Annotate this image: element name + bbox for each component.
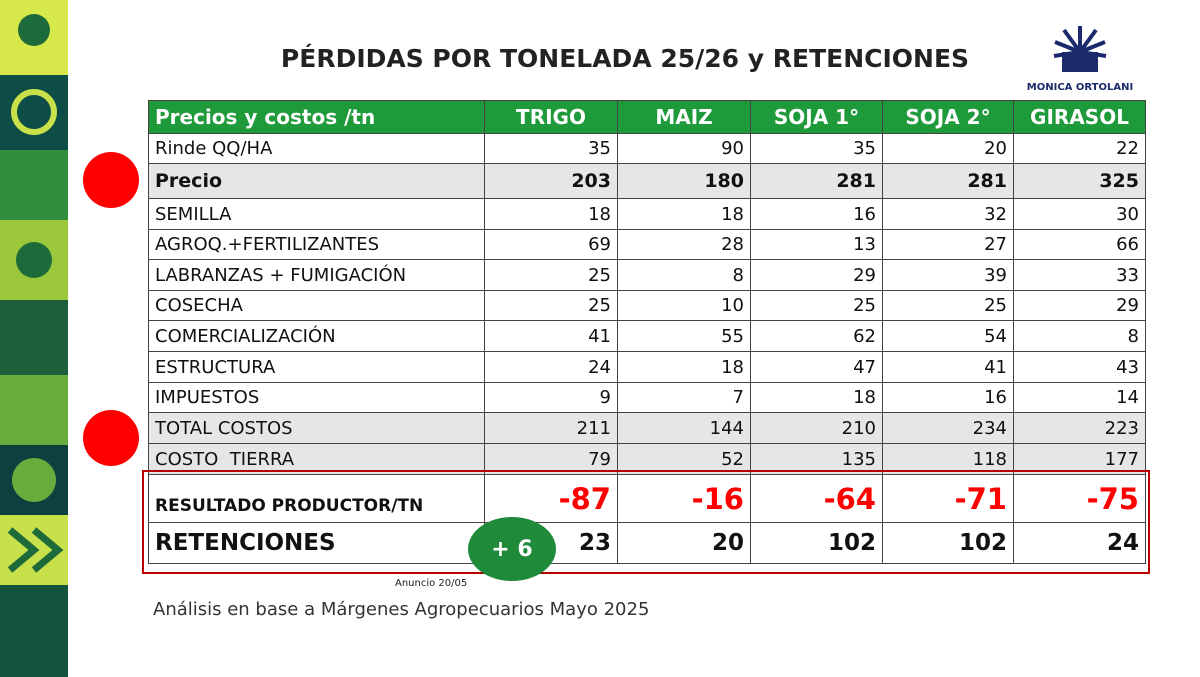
value-cell: 79 [485, 444, 618, 475]
value-cell: 18 [485, 199, 618, 230]
row-label: Precio [149, 164, 485, 199]
value-cell: 35 [485, 134, 618, 164]
value-cell: 18 [751, 383, 883, 413]
value-cell: 13 [751, 230, 883, 260]
row-label: COMERCIALIZACIÓN [149, 321, 485, 352]
value-cell: 28 [618, 230, 751, 260]
value-cell: 223 [1014, 413, 1146, 444]
value-cell: 281 [883, 164, 1014, 199]
value-cell: 25 [883, 291, 1014, 321]
value-cell: 33 [1014, 260, 1146, 291]
value-cell: 10 [618, 291, 751, 321]
value-cell: -16 [618, 475, 751, 523]
row-label: COSECHA [149, 291, 485, 321]
table: Precios y costos /tn TRIGO MAIZ SOJA 1° SOJA… [148, 100, 1146, 564]
decor-strip [0, 0, 68, 677]
value-cell: 25 [485, 260, 618, 291]
row-label: RESULTADO PRODUCTOR/TN [149, 475, 485, 523]
value-cell: 281 [751, 164, 883, 199]
row-label: ESTRUCTURA [149, 352, 485, 383]
value-cell: 118 [883, 444, 1014, 475]
value-cell: 47 [751, 352, 883, 383]
logo-text: MONICA ORTOLANI [1026, 82, 1134, 93]
row-label: Rinde QQ/HA [149, 134, 485, 164]
row-label: IMPUESTOS [149, 383, 485, 413]
value-cell: 16 [751, 199, 883, 230]
value-cell: 325 [1014, 164, 1146, 199]
value-cell: 18 [618, 199, 751, 230]
note: Anuncio 20/05 [395, 578, 468, 589]
value-cell: 203 [485, 164, 618, 199]
column-header: SOJA 2° [883, 101, 1014, 134]
value-cell: -64 [751, 475, 883, 523]
value-cell: -75 [1014, 475, 1146, 523]
value-cell: -87 [485, 475, 618, 523]
value-cell: 29 [751, 260, 883, 291]
value-cell: 69 [485, 230, 618, 260]
value-cell: 29 [1014, 291, 1146, 321]
value-cell: 210 [751, 413, 883, 444]
value-cell: 27 [883, 230, 1014, 260]
value-cell: 32 [883, 199, 1014, 230]
row-label: LABRANZAS + FUMIGACIÓN [149, 260, 485, 291]
value-cell: 20 [883, 134, 1014, 164]
row-label: AGROQ.+FERTILIZANTES [149, 230, 485, 260]
value-cell: 39 [883, 260, 1014, 291]
value-cell: 135 [751, 444, 883, 475]
value-cell: 22 [1014, 134, 1146, 164]
value-cell: 18 [618, 352, 751, 383]
red-dot [83, 152, 139, 208]
column-header: TRIGO [485, 101, 618, 134]
value-cell: 30 [1014, 199, 1146, 230]
red-dot [83, 410, 139, 466]
column-header: SOJA 1° [751, 101, 883, 134]
value-cell: 41 [883, 352, 1014, 383]
value-cell: 102 [883, 523, 1014, 564]
value-cell: -71 [883, 475, 1014, 523]
value-cell: 24 [485, 352, 618, 383]
value-cell: 177 [1014, 444, 1146, 475]
value-cell: 25 [751, 291, 883, 321]
highlight-box [142, 470, 1150, 574]
value-cell: 41 [485, 321, 618, 352]
title: PÉRDIDAS POR TONELADA 25/26 y RETENCIONE… [280, 44, 970, 73]
value-cell: 234 [883, 413, 1014, 444]
value-cell: 8 [618, 260, 751, 291]
value-cell: 16 [883, 383, 1014, 413]
value-cell: 14 [1014, 383, 1146, 413]
value-cell: 90 [618, 134, 751, 164]
badge: + 6 [468, 517, 556, 581]
value-cell: 55 [618, 321, 751, 352]
value-cell: 180 [618, 164, 751, 199]
value-cell: 20 [618, 523, 751, 564]
column-header: MAIZ [618, 101, 751, 134]
column-header: GIRASOL [1014, 101, 1146, 134]
value-cell: 66 [1014, 230, 1146, 260]
column-header: Precios y costos /tn [149, 101, 485, 134]
footer: Análisis en base a Márgenes Agropecuario… [153, 599, 650, 620]
value-cell: 52 [618, 444, 751, 475]
value-cell: 102 [751, 523, 883, 564]
value-cell: 25 [485, 291, 618, 321]
row-label: SEMILLA [149, 199, 485, 230]
value-cell: 62 [751, 321, 883, 352]
value-cell: 9 [485, 383, 618, 413]
row-label: TOTAL COSTOS [149, 413, 485, 444]
value-cell: 35 [751, 134, 883, 164]
row-label: RETENCIONES [149, 523, 485, 564]
value-cell: 54 [883, 321, 1014, 352]
value-cell: 144 [618, 413, 751, 444]
value-cell: 7 [618, 383, 751, 413]
row-label: COSTO TIERRA [149, 444, 485, 475]
value-cell: 43 [1014, 352, 1146, 383]
value-cell: 24 [1014, 523, 1146, 564]
value-cell: 211 [485, 413, 618, 444]
logo-icon [1053, 26, 1107, 72]
value-cell: 8 [1014, 321, 1146, 352]
